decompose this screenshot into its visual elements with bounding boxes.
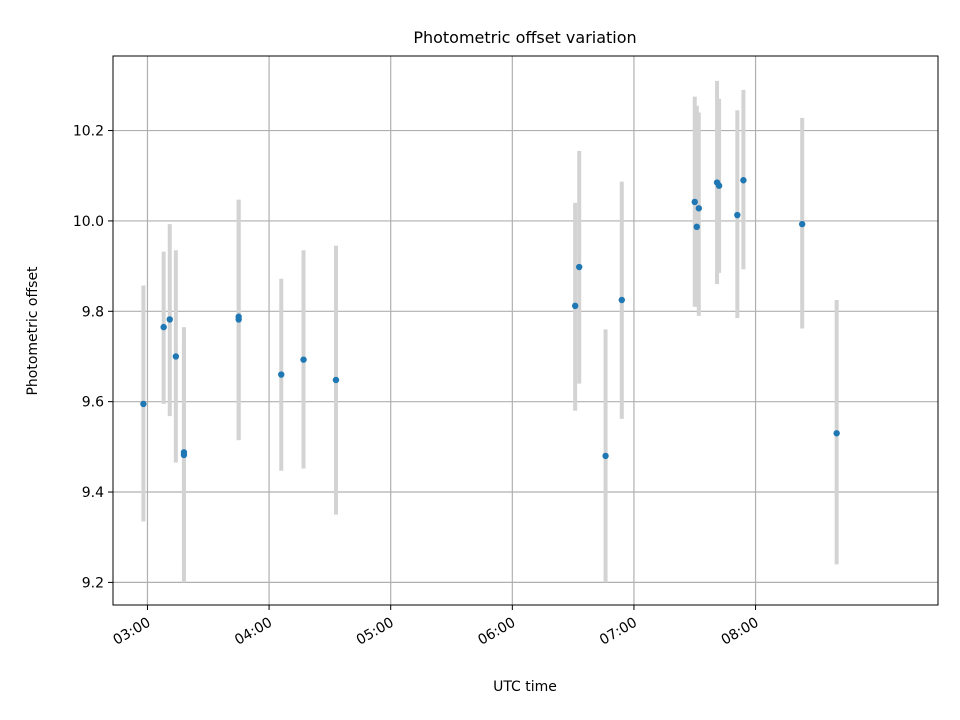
x-tick-label: 04:00 <box>232 615 275 649</box>
data-point <box>798 220 806 228</box>
y-tick-label: 9.8 <box>82 304 104 320</box>
x-tick-label: 08:00 <box>719 615 762 649</box>
plot-frame <box>112 55 939 606</box>
data-point <box>166 316 173 323</box>
data-point <box>715 182 723 189</box>
y-tick-label: 9.4 <box>82 485 104 501</box>
data-point <box>576 263 583 271</box>
y-tick-label: 10.2 <box>73 124 104 140</box>
data-point <box>172 353 180 360</box>
y-tick-label: 9.6 <box>82 395 104 411</box>
data-point <box>734 211 741 219</box>
data-point <box>695 205 703 212</box>
data-point <box>278 371 285 378</box>
y-tick-label: 10.0 <box>73 214 104 230</box>
y-axis-label: Photometric offset <box>25 266 41 396</box>
error-bars <box>141 80 839 583</box>
data-point <box>140 400 147 408</box>
x-tick-label: 05:00 <box>354 615 397 649</box>
data-point <box>740 177 747 184</box>
data-point <box>160 323 167 331</box>
x-tick-label: 06:00 <box>475 615 518 649</box>
data-point <box>693 223 700 230</box>
x-tick-label: 03:00 <box>111 615 154 649</box>
chart-title: Photometric offset variation <box>413 28 636 47</box>
data-points <box>140 177 840 460</box>
x-tick-label: 07:00 <box>597 615 640 649</box>
data-point <box>235 316 242 323</box>
y-tick-label: 9.2 <box>82 575 104 591</box>
data-point <box>691 198 698 206</box>
data-point <box>332 376 340 384</box>
data-point <box>833 430 840 437</box>
data-point <box>300 356 307 363</box>
data-point <box>618 296 625 304</box>
data-point <box>571 302 579 310</box>
data-point <box>180 451 188 459</box>
x-axis-label: UTC time <box>493 679 557 695</box>
data-point <box>602 452 609 460</box>
